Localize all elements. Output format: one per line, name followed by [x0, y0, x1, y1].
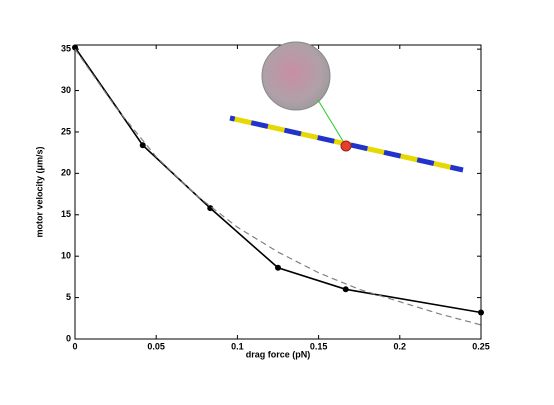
data-point [478, 309, 484, 316]
plot-frame [74, 44, 482, 340]
y-axis-label: motor velocity (μm/s) [34, 146, 44, 237]
y-tick-label: 35 [61, 44, 71, 54]
y-tick-label: 10 [61, 251, 71, 261]
x-axis-label: drag force (pN) [246, 349, 311, 359]
x-tick-label: 0.2 [394, 341, 407, 351]
inset-illustration [229, 41, 464, 173]
y-tick-label: 30 [61, 85, 71, 95]
x-tick-label: 0.15 [310, 341, 328, 351]
y-tick-label: 5 [66, 292, 71, 302]
x-tick-label: 0.1 [231, 341, 244, 351]
data-point [207, 205, 214, 212]
x-tick-label: 0.05 [147, 341, 165, 351]
y-tick-label: 0 [66, 333, 71, 343]
y-tick-label: 20 [61, 168, 71, 178]
data-point [139, 142, 146, 149]
data-point [275, 264, 281, 271]
data-point [342, 286, 349, 293]
x-tick-label: 0.25 [472, 341, 490, 351]
data-point [72, 44, 78, 51]
y-tick-label: 15 [61, 209, 71, 219]
series-line [74, 47, 482, 314]
x-tick-label: 0 [72, 341, 77, 351]
series-line [74, 48, 482, 326]
y-tick-label: 25 [61, 126, 71, 136]
